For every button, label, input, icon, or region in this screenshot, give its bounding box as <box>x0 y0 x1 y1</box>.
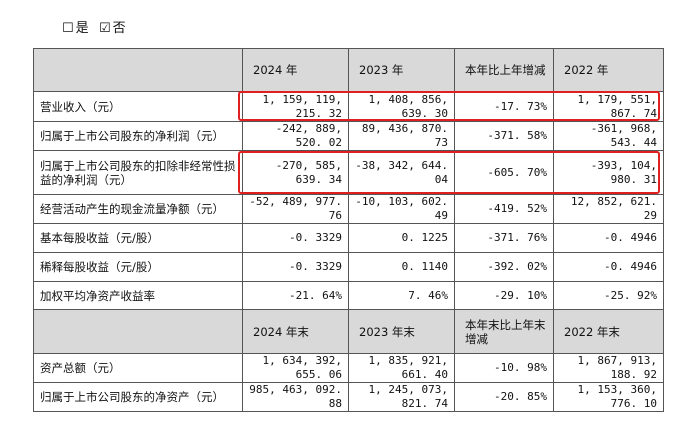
cell-change: -392. 02% <box>454 252 554 282</box>
header-change-end: 本年末比上年末增减 <box>454 309 554 354</box>
cell-2024: -242, 889, 520. 02 <box>242 121 349 151</box>
cell-change: -419. 52% <box>454 194 554 224</box>
cell-2023: -10, 103, 602. 49 <box>348 194 455 224</box>
cell-2023: 1, 408, 856, 639. 30 <box>348 91 455 122</box>
table-row: 基本每股收益（元/股） -0. 3329 0. 1225 -371. 76% -… <box>33 223 664 253</box>
cell-change: -605. 70% <box>454 150 554 195</box>
yes-checkbox-icon: ☐ <box>62 21 74 36</box>
cell-2024: 985, 463, 092. 88 <box>242 382 349 412</box>
row-label: 稀释每股收益（元/股） <box>33 252 243 282</box>
row-label: 资产总额（元） <box>33 353 243 383</box>
header-2022: 2022 年 <box>553 48 664 92</box>
cell-2022: 1, 867, 913, 188. 92 <box>553 353 664 383</box>
cell-2022: -25. 92% <box>553 281 664 310</box>
cell-2023: 1, 835, 921, 661. 40 <box>348 353 455 383</box>
table-row: 归属于上市公司股东的扣除非经常性损益的净利润（元） -270, 585, 639… <box>33 150 664 195</box>
no-checkbox-checked-icon: ☑ <box>98 21 111 36</box>
cell-2022: -361, 968, 543. 44 <box>553 121 664 151</box>
table-row: 归属于上市公司股东的净利润（元） -242, 889, 520. 02 89, … <box>33 121 664 151</box>
cell-2022: 1, 153, 360, 776. 10 <box>553 382 664 412</box>
row-label: 归属于上市公司股东的净利润（元） <box>33 121 243 151</box>
no-label: 否 <box>112 21 126 36</box>
row-label: 归属于上市公司股东的净资产（元） <box>33 382 243 412</box>
cell-change: -29. 10% <box>454 281 554 310</box>
header-2024-end: 2024 年末 <box>242 309 349 354</box>
cell-change: -20. 85% <box>454 382 554 412</box>
table-row: 经营活动产生的现金流量净额（元） -52, 489, 977. 76 -10, … <box>33 194 664 224</box>
row-label: 营业收入（元） <box>33 91 243 122</box>
cell-2024: -0. 3329 <box>242 252 349 282</box>
header-2022-end: 2022 年末 <box>553 309 664 354</box>
header-2024: 2024 年 <box>242 48 349 92</box>
cell-2023: 0. 1140 <box>348 252 455 282</box>
cell-2023: 1, 245, 073, 821. 74 <box>348 382 455 412</box>
cell-2023: -38, 342, 644. 04 <box>348 150 455 195</box>
financial-data-table: 2024 年 2023 年 本年比上年增减 2022 年 营业收入（元） 1, … <box>33 48 664 412</box>
cell-2024: -0. 3329 <box>242 223 349 253</box>
header-corner <box>33 309 243 354</box>
cell-2024: -270, 585, 639. 34 <box>242 150 349 195</box>
cell-2023: 89, 436, 870. 73 <box>348 121 455 151</box>
cell-2023: 7. 46% <box>348 281 455 310</box>
header-change: 本年比上年增减 <box>454 48 554 92</box>
cell-2022: -0. 4946 <box>553 223 664 253</box>
cell-2024: -52, 489, 977. 76 <box>242 194 349 224</box>
cell-2024: 1, 159, 119, 215. 32 <box>242 91 349 122</box>
header-2023-end: 2023 年末 <box>348 309 455 354</box>
table-row: 营业收入（元） 1, 159, 119, 215. 32 1, 408, 856… <box>33 91 664 122</box>
header-2023: 2023 年 <box>348 48 455 92</box>
table-row: 加权平均净资产收益率 -21. 64% 7. 46% -29. 10% -25.… <box>33 281 664 310</box>
table-row: 归属于上市公司股东的净资产（元） 985, 463, 092. 88 1, 24… <box>33 382 664 412</box>
cell-2022: -0. 4946 <box>553 252 664 282</box>
row-label: 基本每股收益（元/股） <box>33 223 243 253</box>
yes-label: 是 <box>75 21 89 36</box>
header-row-2: 2024 年末 2023 年末 本年末比上年末增减 2022 年末 <box>33 309 664 354</box>
cell-2024: 1, 634, 392, 655. 06 <box>242 353 349 383</box>
cell-2022: 12, 852, 621. 29 <box>553 194 664 224</box>
table-row: 稀释每股收益（元/股） -0. 3329 0. 1140 -392. 02% -… <box>33 252 664 282</box>
row-label: 加权平均净资产收益率 <box>33 281 243 310</box>
cell-change: -371. 58% <box>454 121 554 151</box>
table-row: 资产总额（元） 1, 634, 392, 655. 06 1, 835, 921… <box>33 353 664 383</box>
restatement-checkbox-line: ☐ 是 ☑ 否 <box>62 17 128 36</box>
cell-2023: 0. 1225 <box>348 223 455 253</box>
header-corner <box>33 48 243 92</box>
row-label: 归属于上市公司股东的扣除非经常性损益的净利润（元） <box>33 150 243 195</box>
header-row-1: 2024 年 2023 年 本年比上年增减 2022 年 <box>33 48 664 92</box>
cell-2022: -393, 104, 980. 31 <box>553 150 664 195</box>
cell-2024: -21. 64% <box>242 281 349 310</box>
row-label: 经营活动产生的现金流量净额（元） <box>33 194 243 224</box>
cell-change: -10. 98% <box>454 353 554 383</box>
cell-change: -371. 76% <box>454 223 554 253</box>
cell-2022: 1, 179, 551, 867. 74 <box>553 91 664 122</box>
cell-change: -17. 73% <box>454 91 554 122</box>
